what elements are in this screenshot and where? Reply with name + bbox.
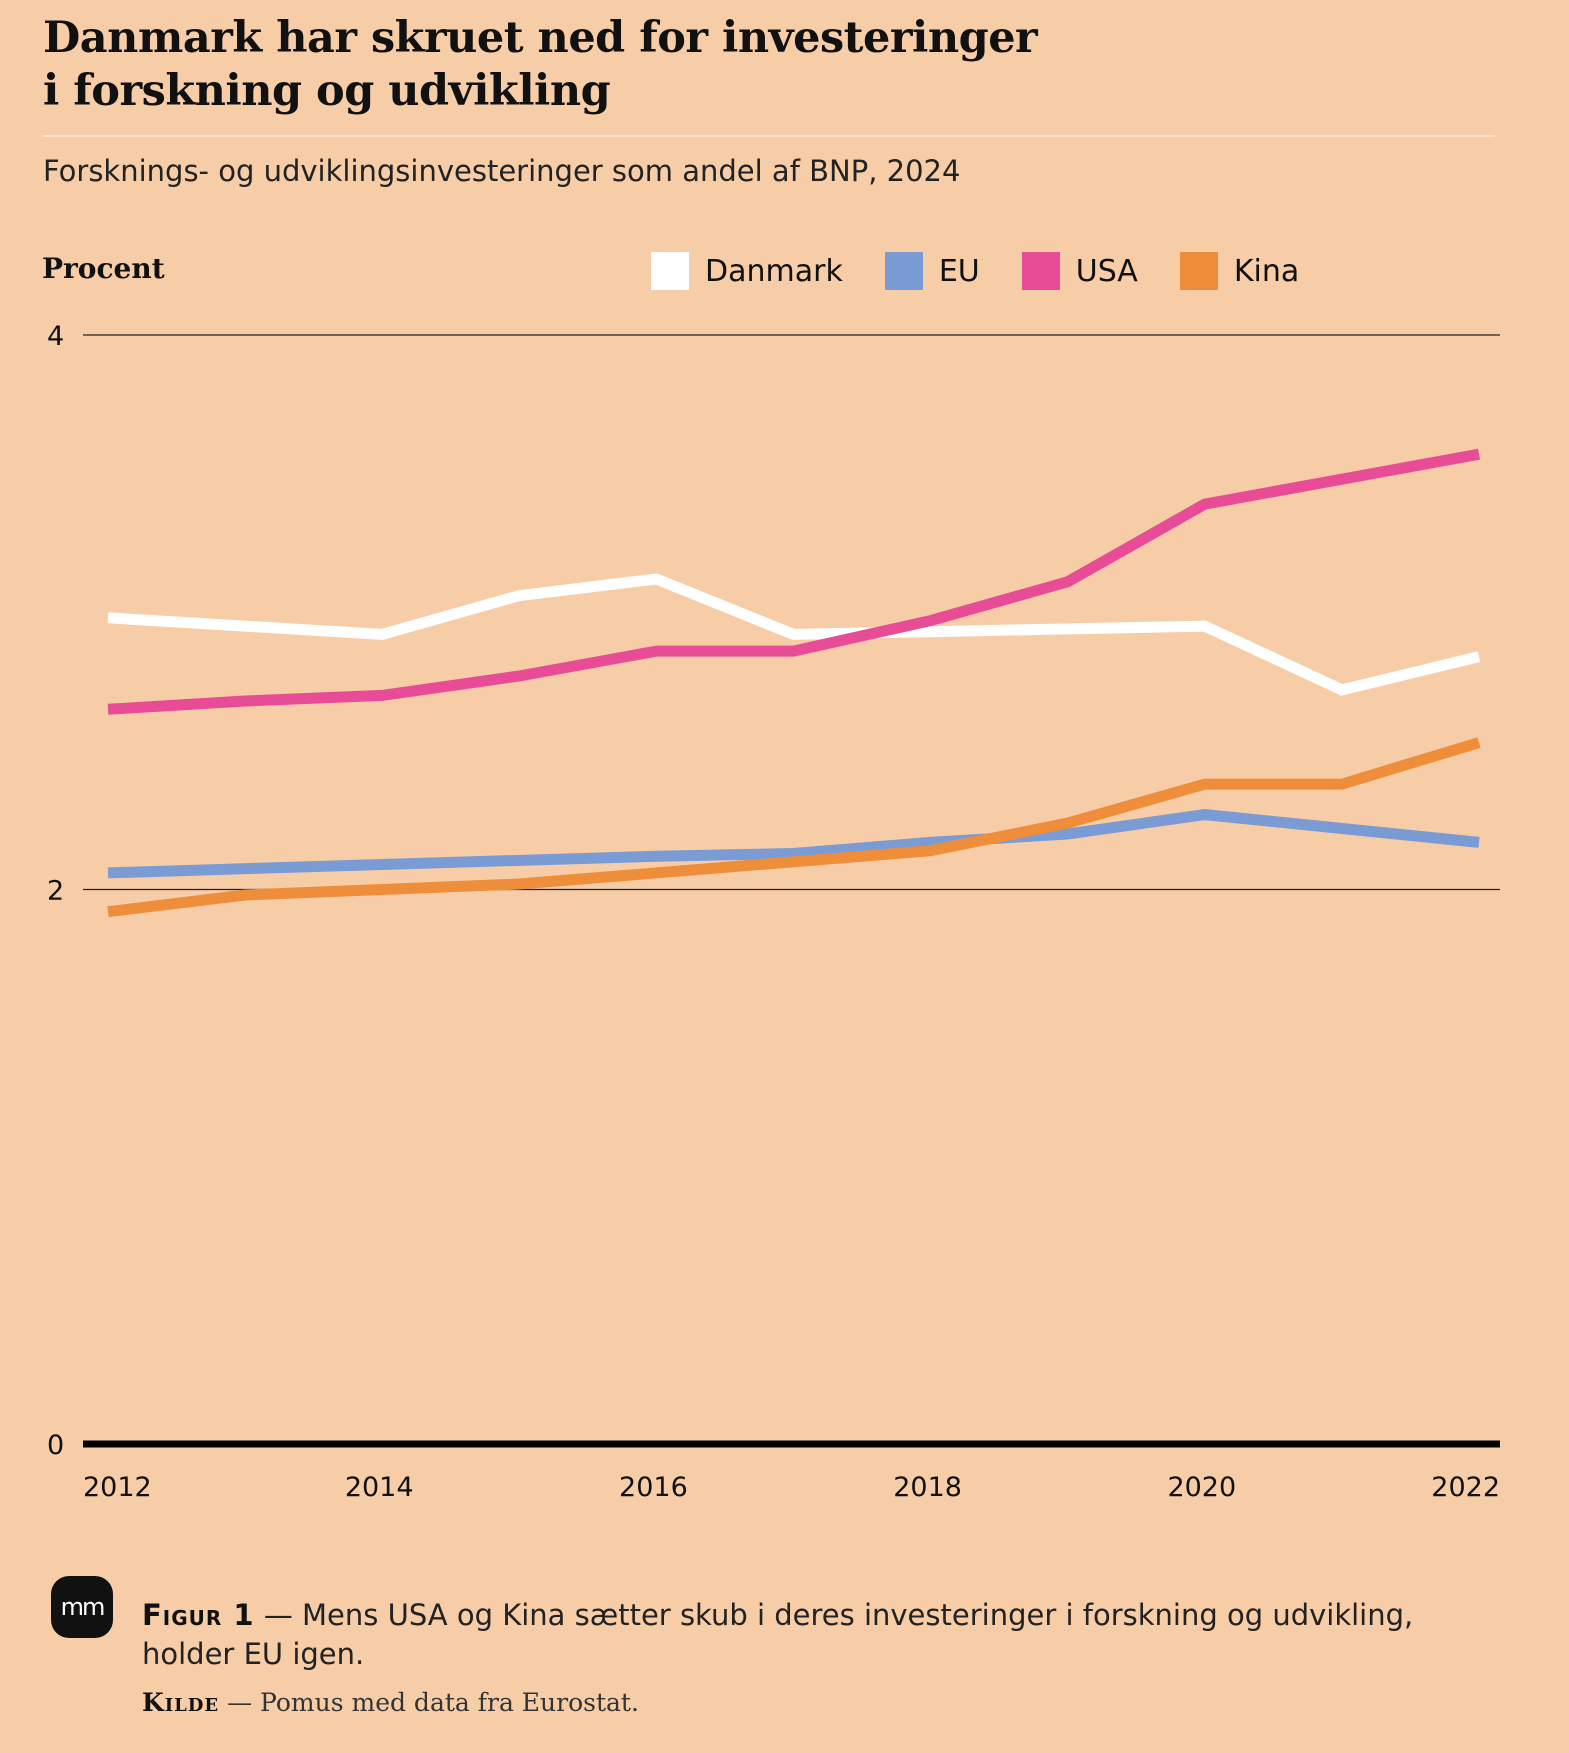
- figure-caption-text: — Mens USA og Kina sætter skub i deres i…: [142, 1598, 1414, 1671]
- source-label: Kilde: [142, 1688, 220, 1717]
- x-tick-label-2020: 2020: [1167, 1472, 1236, 1503]
- title-divider: [43, 135, 1495, 137]
- legend-label-usa: USA: [1075, 253, 1138, 289]
- y-tick-label-0: 0: [47, 1430, 64, 1461]
- legend-swatch-danmark: [651, 252, 689, 290]
- legend-label-eu: EU: [938, 253, 980, 289]
- series-line-kina: [107, 737, 1481, 918]
- chart-title-line-1: Danmark har skruet ned for investeringer: [43, 13, 1038, 63]
- chart-subtitle: Forsknings- og udviklingsinvesteringer s…: [43, 154, 961, 188]
- legend-swatch-usa: [1021, 252, 1060, 290]
- x-tick-label-2016: 2016: [619, 1472, 688, 1503]
- publisher-logo: mm: [51, 1576, 113, 1638]
- legend-item-eu: EU: [884, 252, 980, 290]
- y-tick-label-2: 2: [47, 876, 64, 907]
- y-tick-label-4: 4: [47, 321, 64, 352]
- legend-item-usa: USA: [1021, 252, 1138, 290]
- legend-swatch-eu: [884, 252, 923, 290]
- x-tick-label-2018: 2018: [893, 1472, 962, 1503]
- series-line-danmark: [107, 573, 1481, 696]
- x-tick-label-2012: 2012: [83, 1472, 152, 1503]
- x-tick-label-2022: 2022: [1431, 1472, 1500, 1503]
- source-note: Kilde — Pomus med data fra Eurostat.: [142, 1688, 639, 1717]
- legend-label-kina: Kina: [1233, 253, 1300, 289]
- legend-label-danmark: Danmark: [705, 253, 843, 289]
- chart-title: Danmark har skruet ned for investeringer…: [43, 12, 1243, 118]
- series-line-eu: [107, 809, 1480, 879]
- chart-title-line-2: i forskning og udvikling: [43, 66, 611, 116]
- chart-legend: Danmark EU USA Kina: [651, 252, 1341, 290]
- legend-item-danmark: Danmark: [651, 252, 843, 290]
- x-tick-label-2014: 2014: [345, 1472, 414, 1503]
- figure-number: Figur 1: [142, 1598, 255, 1632]
- series-line-usa: [107, 448, 1480, 715]
- line-chart: 0 2 4 2012 2014 2016 2018 2020 2022: [47, 321, 1500, 1503]
- y-axis-unit-label: Procent: [42, 252, 165, 285]
- source-text: — Pomus med data fra Eurostat.: [227, 1688, 639, 1717]
- figure-caption: Figur 1 — Mens USA og Kina sætter skub i…: [142, 1596, 1472, 1674]
- legend-item-kina: Kina: [1179, 252, 1300, 290]
- legend-swatch-kina: [1179, 252, 1218, 290]
